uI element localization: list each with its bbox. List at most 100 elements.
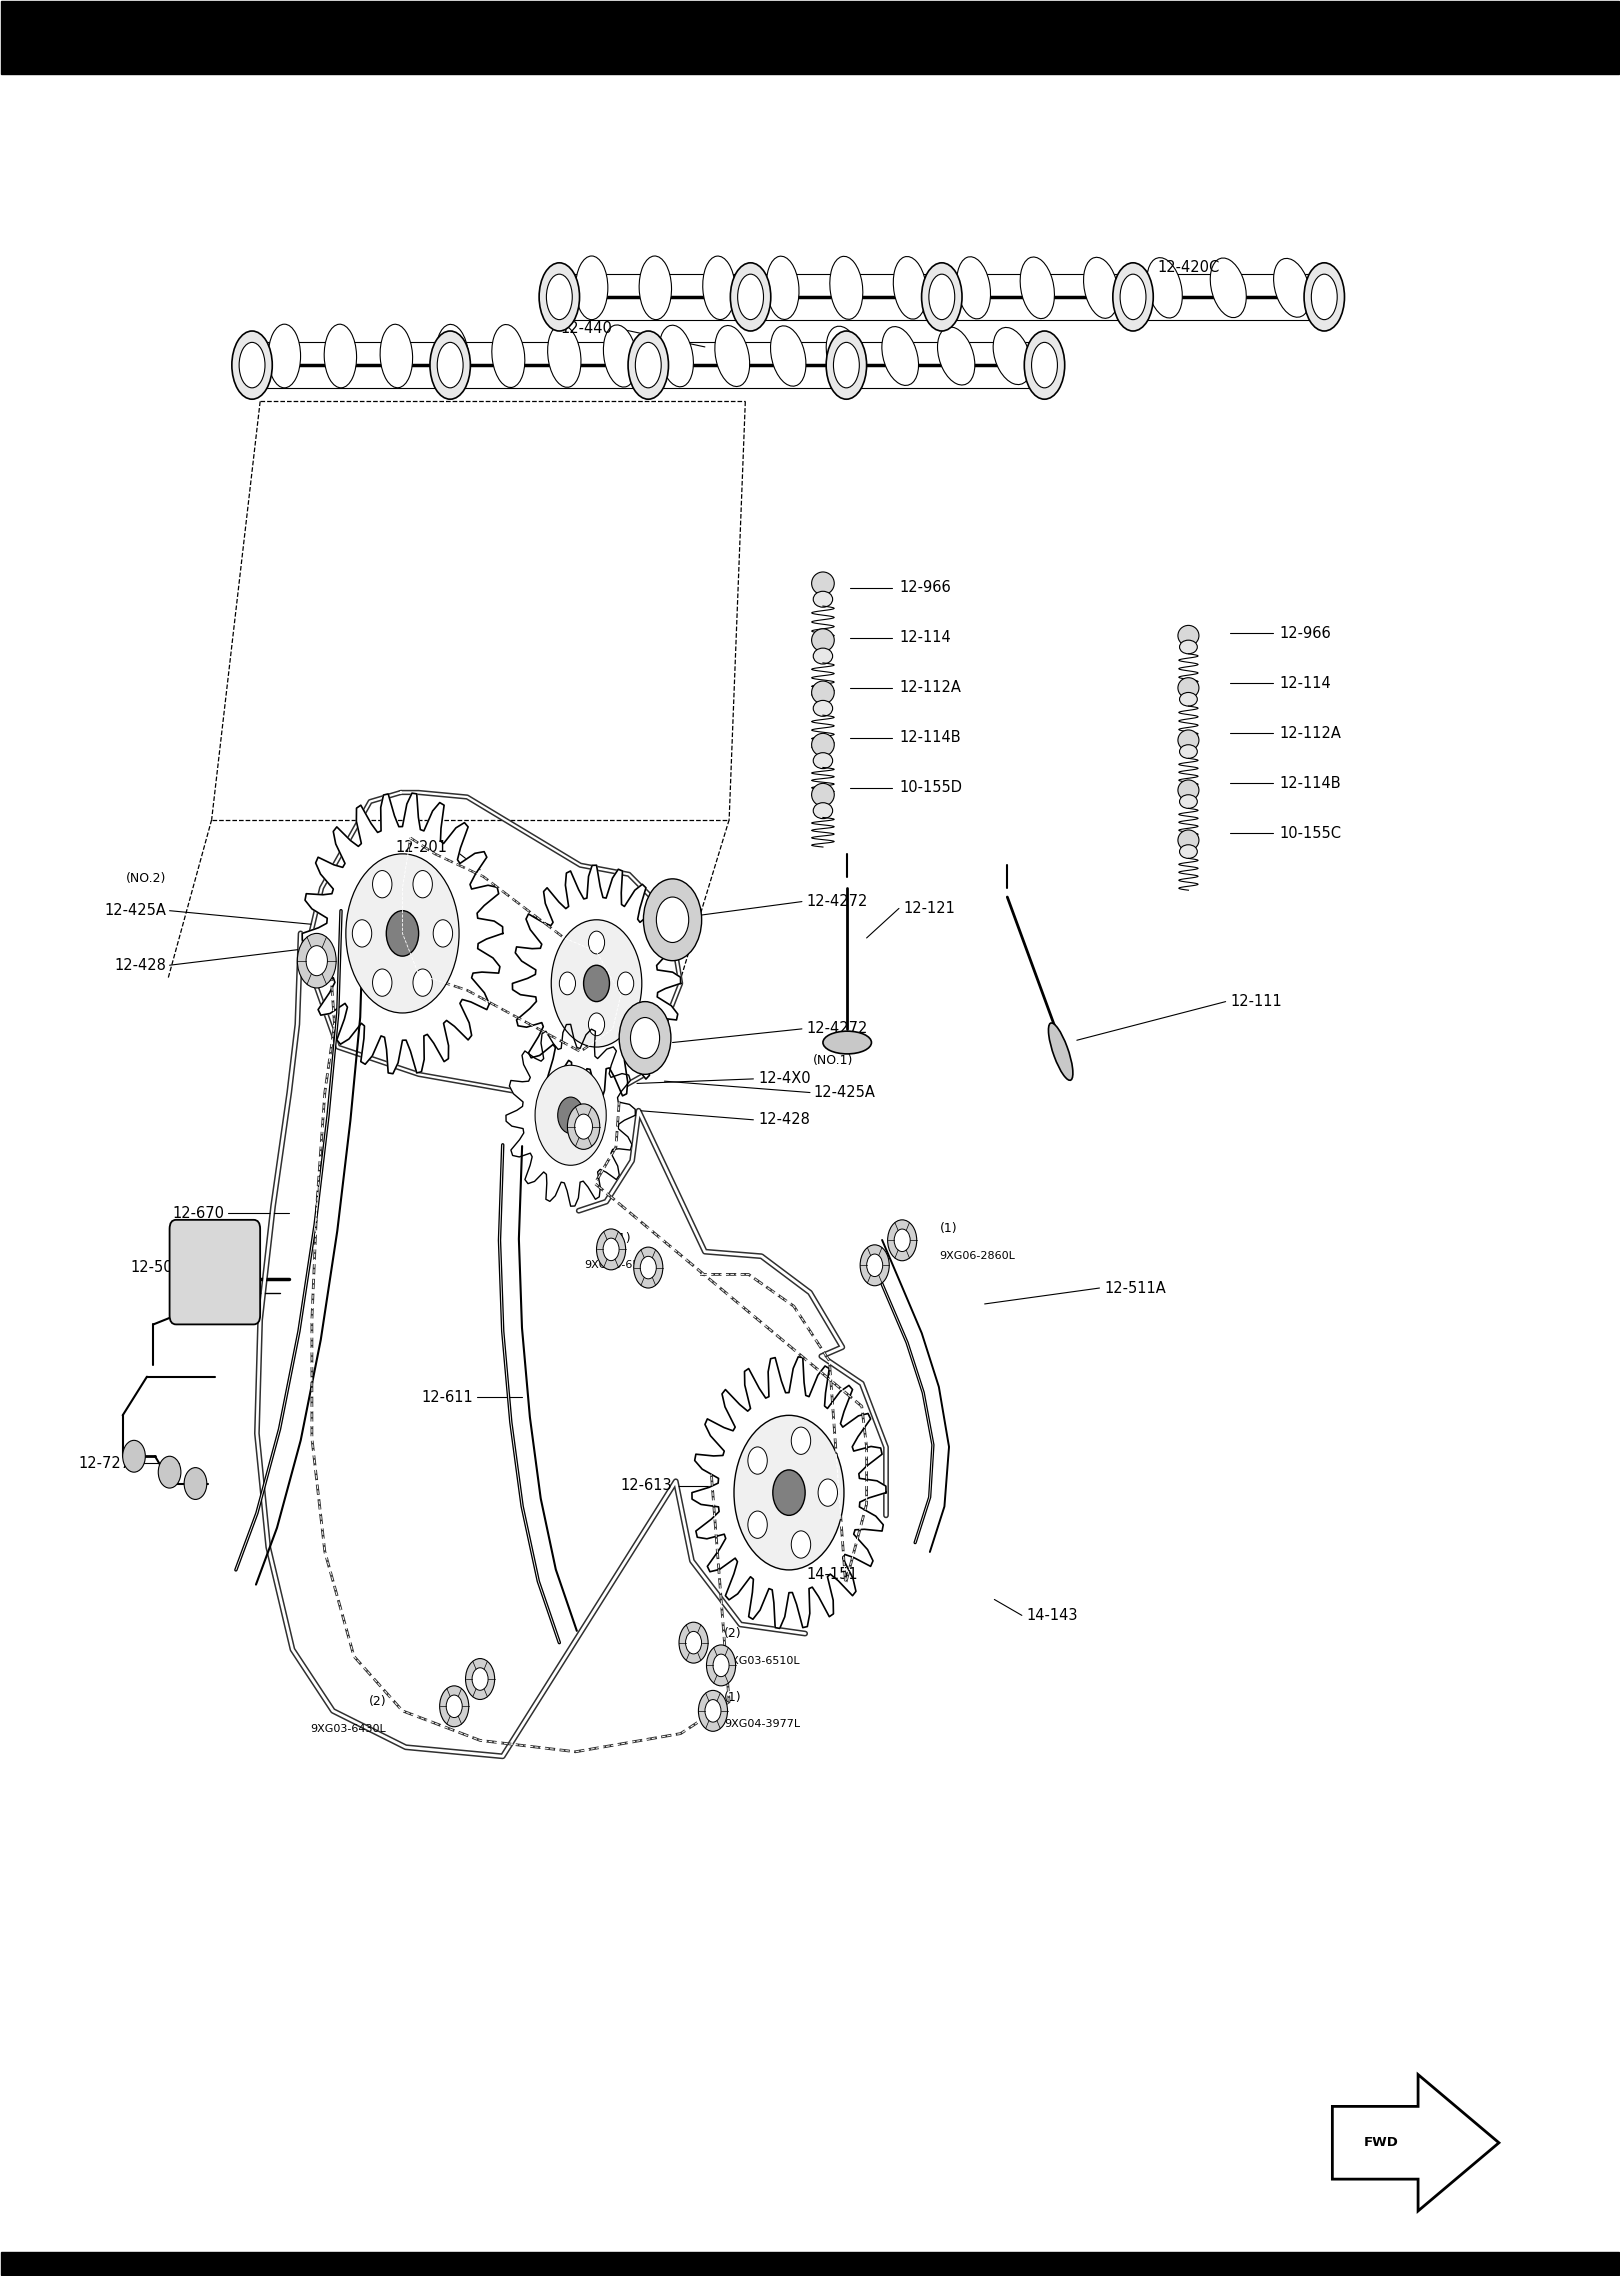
Circle shape <box>603 1238 619 1261</box>
Text: 12-966: 12-966 <box>1280 626 1330 642</box>
Circle shape <box>734 1416 844 1570</box>
Text: 9XG03-6510L: 9XG03-6510L <box>585 1261 661 1270</box>
Ellipse shape <box>893 257 927 319</box>
Ellipse shape <box>928 273 954 319</box>
Circle shape <box>373 970 392 997</box>
Circle shape <box>557 1097 583 1133</box>
Circle shape <box>888 1220 917 1261</box>
Text: 12-201: 12-201 <box>395 840 447 854</box>
Ellipse shape <box>1179 744 1197 758</box>
Ellipse shape <box>813 701 833 717</box>
Circle shape <box>439 1687 468 1727</box>
Circle shape <box>588 1013 604 1036</box>
Ellipse shape <box>826 330 867 398</box>
Bar <box>2 2251 1618 2274</box>
Polygon shape <box>303 792 502 1074</box>
Text: 12-611: 12-611 <box>421 1391 473 1404</box>
Text: 12-121: 12-121 <box>904 901 956 915</box>
Ellipse shape <box>731 262 771 330</box>
Text: 14-143: 14-143 <box>1027 1607 1079 1623</box>
Circle shape <box>159 1457 181 1489</box>
Ellipse shape <box>1024 330 1064 398</box>
Ellipse shape <box>703 257 735 319</box>
Text: 12-4272: 12-4272 <box>807 1022 868 1036</box>
Text: (2): (2) <box>369 1696 386 1709</box>
Circle shape <box>643 879 701 960</box>
Circle shape <box>559 972 575 995</box>
Ellipse shape <box>1178 781 1199 801</box>
Polygon shape <box>1332 2073 1498 2210</box>
Text: 14-151: 14-151 <box>807 1566 859 1582</box>
Ellipse shape <box>548 325 582 387</box>
Circle shape <box>617 972 633 995</box>
Text: 12-966: 12-966 <box>899 580 951 596</box>
Ellipse shape <box>1210 257 1246 319</box>
Ellipse shape <box>437 341 463 387</box>
Circle shape <box>791 1427 810 1454</box>
Circle shape <box>867 1254 883 1277</box>
Circle shape <box>352 920 371 947</box>
Circle shape <box>705 1700 721 1723</box>
Text: (1): (1) <box>724 1691 742 1705</box>
Ellipse shape <box>812 733 834 756</box>
Circle shape <box>773 1470 805 1516</box>
FancyBboxPatch shape <box>170 1220 261 1325</box>
Ellipse shape <box>1084 257 1118 319</box>
Ellipse shape <box>603 325 637 387</box>
Circle shape <box>640 1256 656 1279</box>
Ellipse shape <box>812 571 834 594</box>
Text: 10-155C: 10-155C <box>1280 826 1341 840</box>
Text: 12-114: 12-114 <box>1280 676 1330 692</box>
Text: 12-4272: 12-4272 <box>807 894 868 908</box>
Circle shape <box>596 1229 625 1270</box>
Ellipse shape <box>826 325 862 387</box>
Circle shape <box>433 920 452 947</box>
Circle shape <box>123 1441 146 1473</box>
Ellipse shape <box>957 257 990 319</box>
Polygon shape <box>505 1024 635 1206</box>
Ellipse shape <box>813 649 833 665</box>
Ellipse shape <box>1179 640 1197 653</box>
Ellipse shape <box>1179 844 1197 858</box>
Circle shape <box>706 1646 735 1687</box>
Ellipse shape <box>546 273 572 319</box>
Ellipse shape <box>429 330 470 398</box>
Text: 12-114: 12-114 <box>899 630 951 646</box>
Circle shape <box>583 965 609 1001</box>
Ellipse shape <box>813 803 833 819</box>
Ellipse shape <box>1113 262 1153 330</box>
Polygon shape <box>692 1356 886 1627</box>
Ellipse shape <box>813 592 833 608</box>
Ellipse shape <box>1311 273 1336 319</box>
Ellipse shape <box>1119 273 1145 319</box>
Ellipse shape <box>1178 731 1199 751</box>
Ellipse shape <box>833 341 859 387</box>
Ellipse shape <box>269 323 301 387</box>
Ellipse shape <box>324 323 356 387</box>
Text: 10-155D: 10-155D <box>899 781 962 794</box>
Ellipse shape <box>240 341 266 387</box>
Text: 12-114B: 12-114B <box>1280 776 1341 790</box>
Ellipse shape <box>629 330 669 398</box>
Circle shape <box>818 1479 838 1507</box>
Circle shape <box>386 910 418 956</box>
Ellipse shape <box>737 273 763 319</box>
Ellipse shape <box>1147 257 1183 319</box>
Circle shape <box>465 1659 494 1700</box>
Ellipse shape <box>766 257 799 319</box>
Ellipse shape <box>635 341 661 387</box>
Ellipse shape <box>381 323 413 387</box>
Ellipse shape <box>492 325 525 387</box>
Text: (NO.2): (NO.2) <box>126 872 167 885</box>
Text: 12-428: 12-428 <box>115 958 167 972</box>
Ellipse shape <box>1048 1022 1072 1081</box>
Circle shape <box>535 1065 606 1165</box>
Circle shape <box>551 920 642 1047</box>
Text: 12-511A: 12-511A <box>1105 1281 1166 1295</box>
Circle shape <box>588 931 604 954</box>
Circle shape <box>190 1238 209 1265</box>
Text: 9XG04-3977L: 9XG04-3977L <box>724 1718 800 1730</box>
Text: 9XG06-2860L: 9XG06-2860L <box>940 1252 1016 1261</box>
Ellipse shape <box>575 255 608 319</box>
Text: 12-112A: 12-112A <box>899 681 961 696</box>
